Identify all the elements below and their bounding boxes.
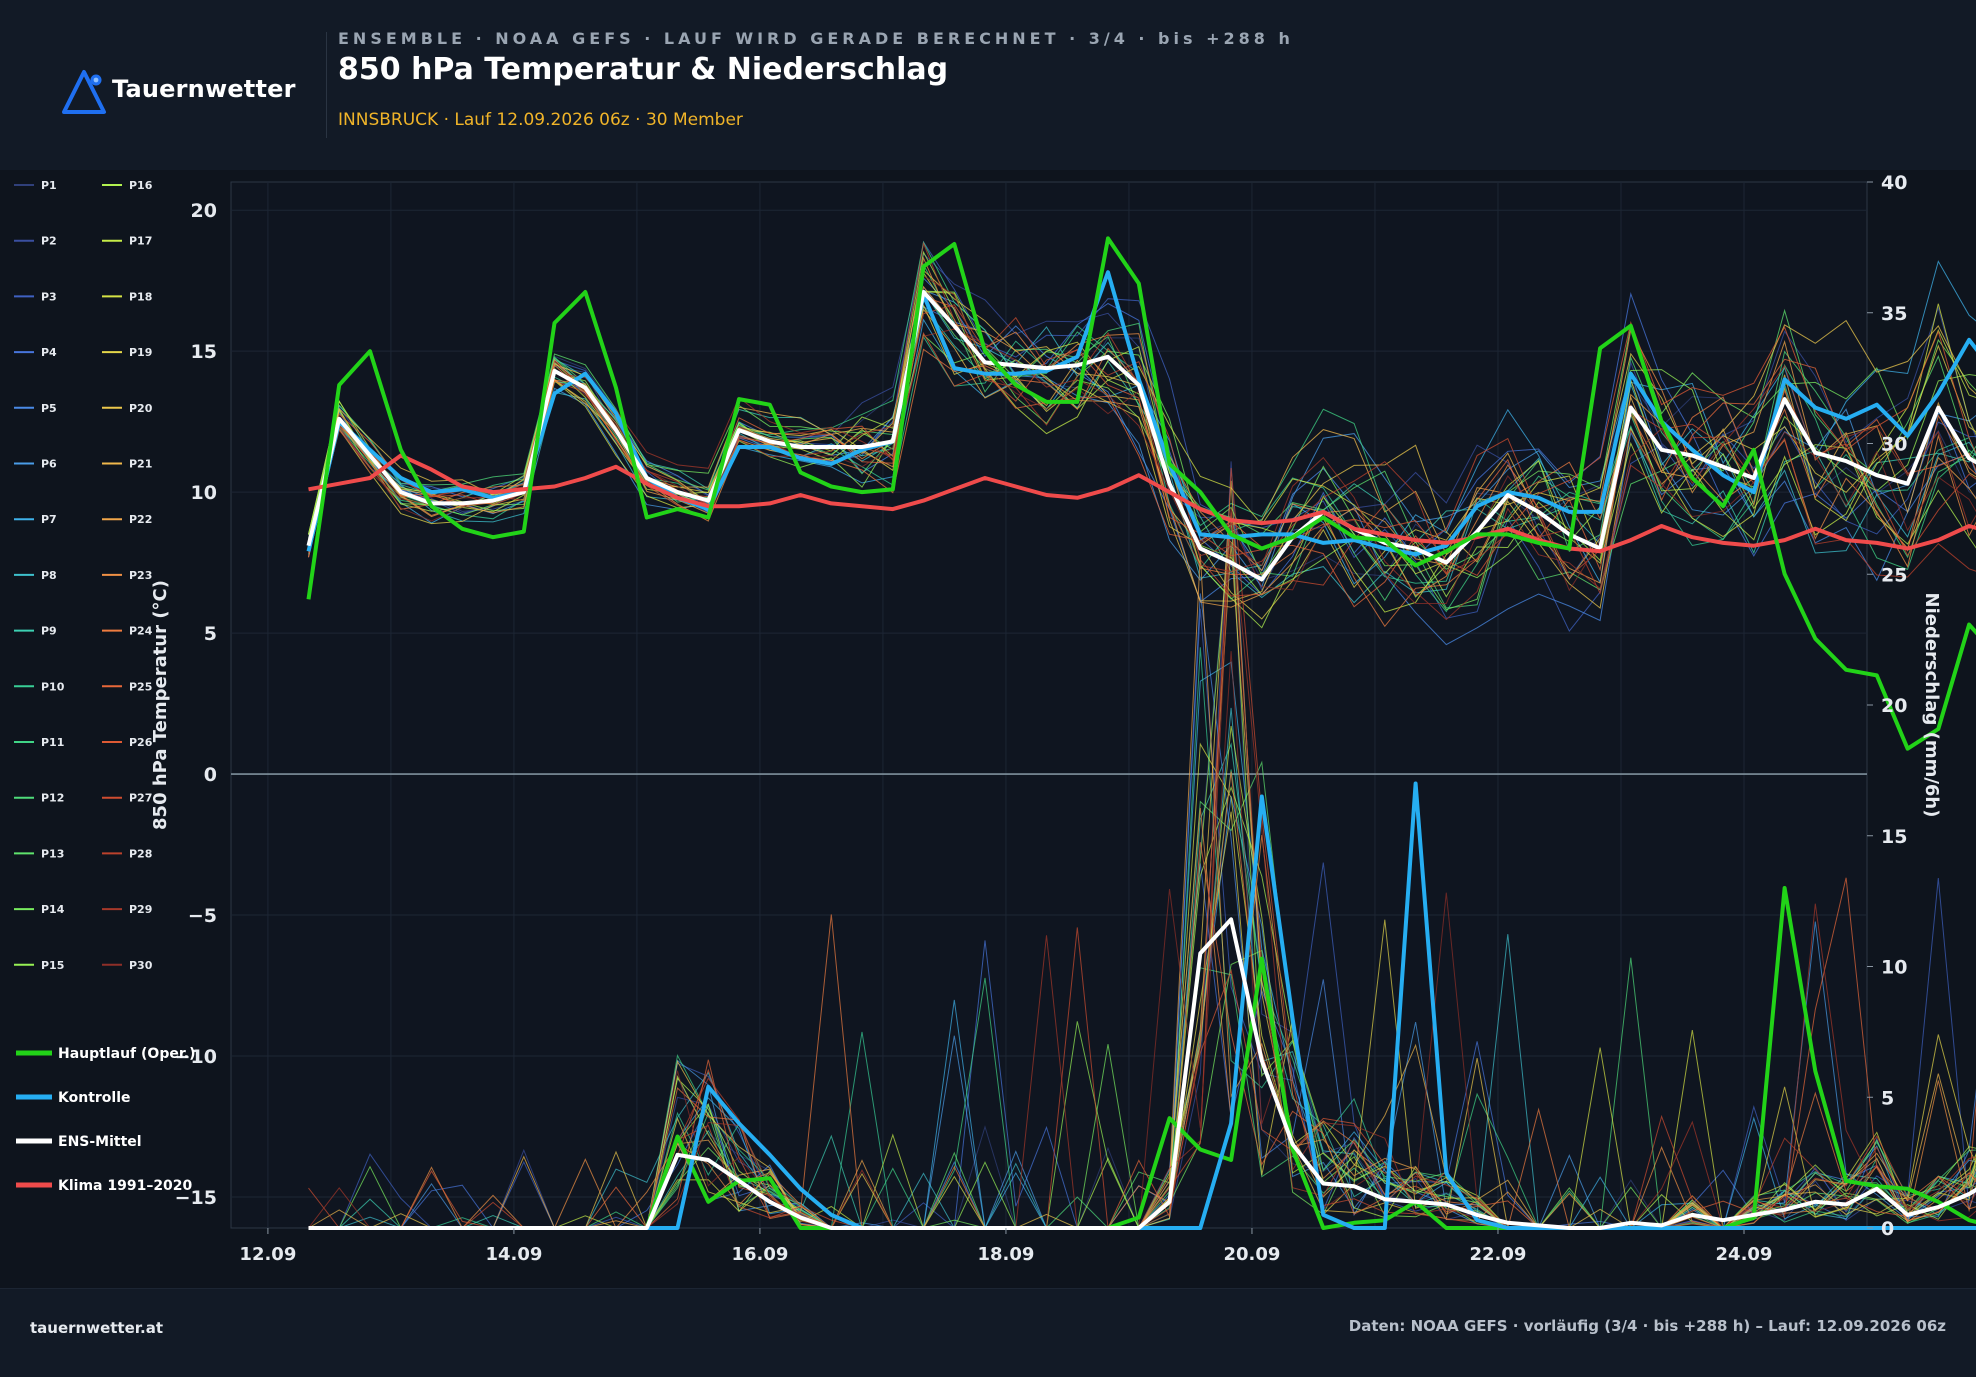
plot-area bbox=[231, 182, 1867, 1228]
run-status: ENSEMBLE · NOAA GEFS · LAUF WIRD GERADE … bbox=[338, 29, 1294, 48]
mountain-logo-icon bbox=[60, 68, 108, 116]
y2-tick-label: 15 bbox=[1881, 826, 1907, 848]
legend-label-P8: P8 bbox=[41, 569, 57, 582]
header: Tauernwetter ENSEMBLE · NOAA GEFS · LAUF… bbox=[0, 0, 1976, 170]
legend-label-P10: P10 bbox=[41, 680, 65, 693]
x-tick-label: 16.09 bbox=[731, 1244, 788, 1265]
legend-label-P2: P2 bbox=[41, 235, 57, 248]
legend-label-P18: P18 bbox=[129, 290, 152, 303]
legend-label-P23: P23 bbox=[129, 569, 152, 582]
legend-label-P5: P5 bbox=[41, 402, 57, 415]
y-tick-label: 15 bbox=[191, 341, 217, 363]
page-subtitle: INNSBRUCK · Lauf 12.09.2026 06z · 30 Mem… bbox=[338, 110, 743, 130]
legend-main-label: Hauptlauf (Oper.) bbox=[58, 1046, 195, 1062]
legend-label-P3: P3 bbox=[41, 290, 57, 303]
legend-label-P21: P21 bbox=[129, 458, 152, 471]
legend-label-P30: P30 bbox=[129, 959, 153, 972]
legend-label-P7: P7 bbox=[41, 513, 57, 526]
y2-tick-label: 0 bbox=[1881, 1218, 1894, 1240]
y2-tick-label: 25 bbox=[1881, 564, 1907, 586]
legend-label-P20: P20 bbox=[129, 402, 153, 415]
legend-label-P6: P6 bbox=[41, 458, 57, 471]
x-tick-label: 24.09 bbox=[1716, 1244, 1773, 1265]
logo-text: Tauernwetter bbox=[112, 75, 296, 103]
legend-label-P17: P17 bbox=[129, 235, 152, 248]
legend-label-P24: P24 bbox=[129, 625, 153, 638]
y-tick-label: 10 bbox=[191, 482, 217, 504]
y2-tick-label: 35 bbox=[1881, 303, 1907, 325]
y-tick-label: 5 bbox=[204, 623, 217, 645]
legend-main-label: ENS-Mittel bbox=[58, 1134, 142, 1150]
y-tick-label: 0 bbox=[204, 764, 217, 786]
y-tick-label: 20 bbox=[191, 200, 217, 222]
legend-label-P11: P11 bbox=[41, 736, 64, 749]
y-tick-label: −5 bbox=[188, 905, 217, 927]
y2-tick-label: 40 bbox=[1881, 172, 1907, 194]
site-link[interactable]: tauernwetter.at bbox=[30, 1319, 163, 1337]
data-source: Daten: NOAA GEFS · vorläufig (3/4 · bis … bbox=[1349, 1317, 1946, 1335]
x-tick-label: 18.09 bbox=[977, 1244, 1034, 1265]
y-axis-title: 850 hPa Temperatur (°C) bbox=[150, 580, 171, 830]
legend-label-P16: P16 bbox=[129, 179, 153, 192]
legend-label-P25: P25 bbox=[129, 680, 152, 693]
legend-label-P9: P9 bbox=[41, 625, 57, 638]
legend-label-P4: P4 bbox=[41, 346, 57, 359]
page-title: 850 hPa Temperatur & Niederschlag bbox=[338, 52, 948, 87]
legend-label-P28: P28 bbox=[129, 847, 152, 860]
legend-main-label: Kontrolle bbox=[58, 1090, 131, 1106]
legend-label-P12: P12 bbox=[41, 792, 64, 805]
y2-tick-label: 10 bbox=[1881, 957, 1907, 979]
legend-label-P1: P1 bbox=[41, 179, 57, 192]
y2-tick-label: 30 bbox=[1881, 434, 1907, 456]
logo[interactable]: Tauernwetter bbox=[60, 66, 300, 118]
legend-label-P26: P26 bbox=[129, 736, 153, 749]
footer: tauernwetter.at Daten: NOAA GEFS · vorlä… bbox=[0, 1288, 1976, 1377]
y2-tick-label: 5 bbox=[1881, 1087, 1894, 1109]
x-tick-label: 14.09 bbox=[485, 1244, 542, 1265]
x-tick-label: 20.09 bbox=[1223, 1244, 1280, 1265]
header-divider bbox=[326, 32, 327, 138]
legend-label-P13: P13 bbox=[41, 847, 64, 860]
legend-label-P27: P27 bbox=[129, 792, 152, 805]
x-tick-label: 12.09 bbox=[239, 1244, 296, 1265]
legend-label-P22: P22 bbox=[129, 513, 152, 526]
legend-label-P14: P14 bbox=[41, 903, 65, 916]
legend-main-label: Klima 1991–2020 bbox=[58, 1178, 193, 1194]
legend-label-P29: P29 bbox=[129, 903, 152, 916]
legend-label-P15: P15 bbox=[41, 959, 64, 972]
x-tick-label: 22.09 bbox=[1470, 1244, 1527, 1265]
legend-label-P19: P19 bbox=[129, 346, 152, 359]
y2-axis-title: Niederschlag (mm/6h) bbox=[1921, 593, 1942, 818]
y2-tick-label: 20 bbox=[1881, 695, 1907, 717]
